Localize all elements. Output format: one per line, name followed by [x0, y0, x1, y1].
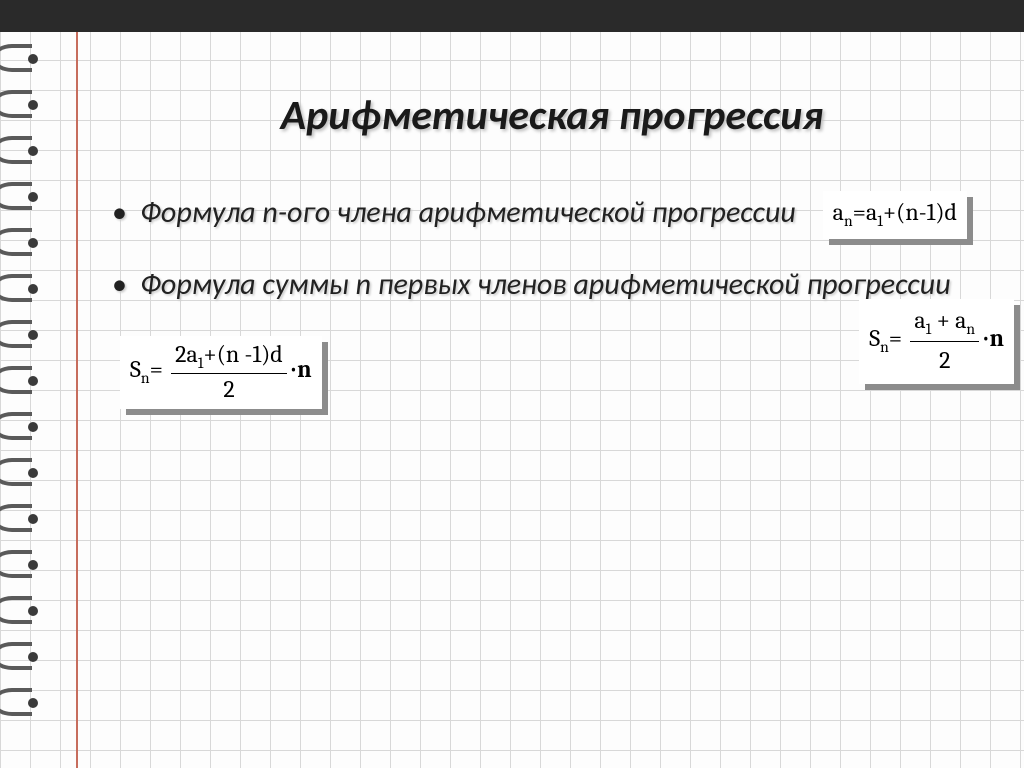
content-area: Арифметическая прогрессия Формула n-ого …	[110, 60, 994, 409]
slide-title: Арифметическая прогрессия	[110, 90, 994, 141]
top-band	[0, 0, 1024, 32]
bullet-2: Формула суммы n первых членов арифметиче…	[140, 263, 994, 307]
spiral-binding	[0, 38, 42, 762]
bullet-2-text: Формула суммы n первых членов арифметиче…	[140, 266, 951, 303]
margin-line	[76, 32, 78, 768]
formula-sum-d: Sn= 2a1+(n -1)d 2 ·n	[120, 336, 322, 409]
formula-sum-an: Sn= a1 + an 2 ·n	[859, 299, 1014, 384]
bullet-1: Формула n-ого члена арифметической прогр…	[140, 191, 994, 239]
bullet-list: Формула n-ого члена арифметической прогр…	[110, 191, 994, 306]
bullet-1-text: Формула n-ого члена арифметической прогр…	[140, 194, 796, 231]
slide: Арифметическая прогрессия Формула n-ого …	[0, 0, 1024, 768]
formula-nth-term: an=a1+(n-1)d	[823, 191, 967, 238]
